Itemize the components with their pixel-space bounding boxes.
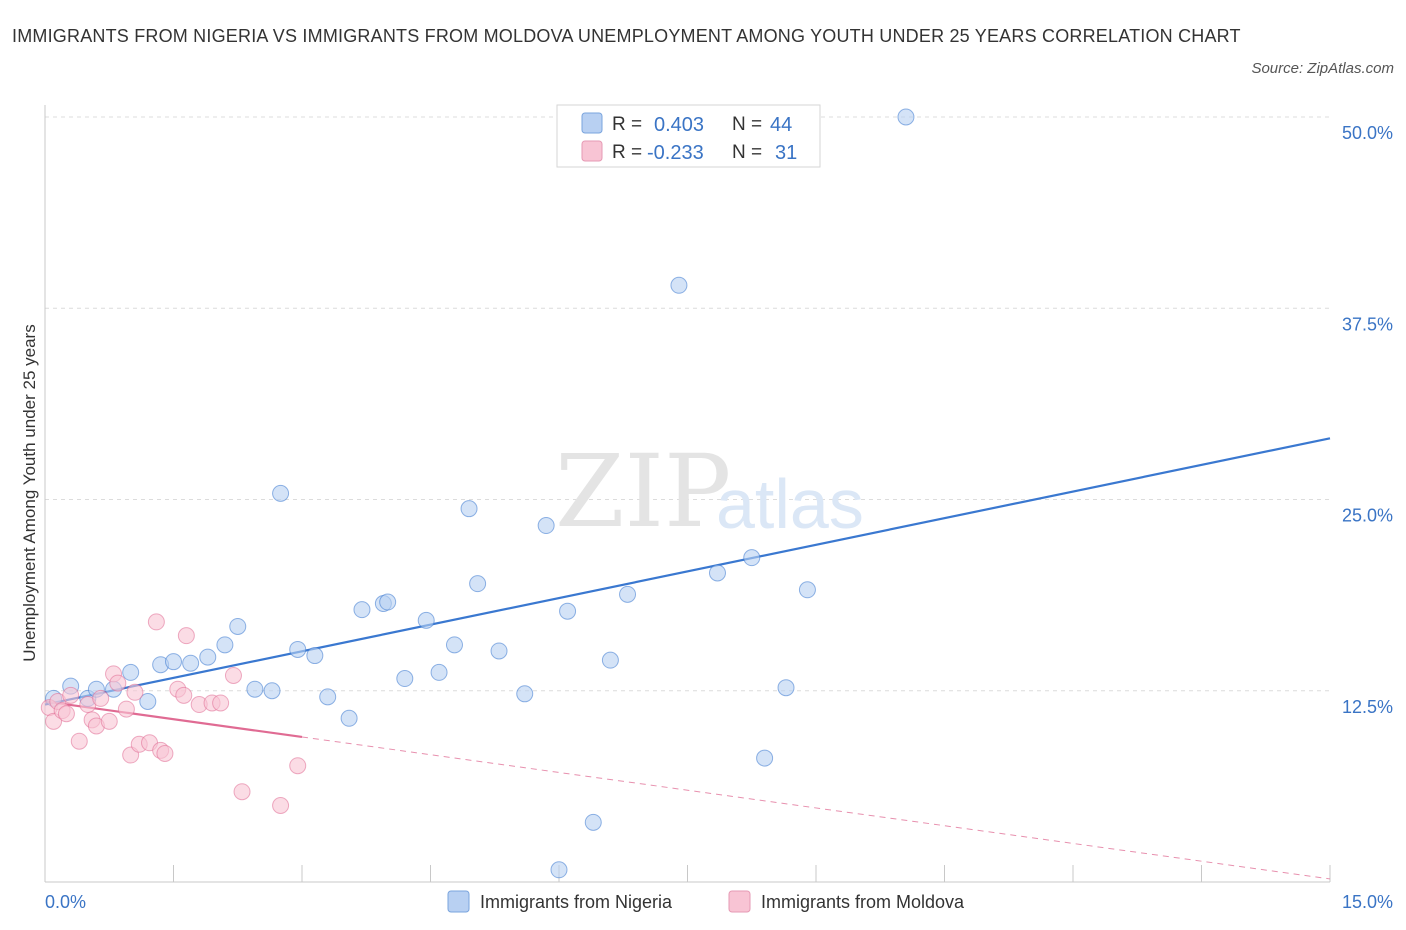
point-series1-31: [289, 757, 307, 775]
point-series0-5: [122, 663, 140, 681]
gridlines: [45, 116, 1330, 692]
point-series1-10: [92, 689, 110, 707]
point-series0-23: [396, 670, 414, 688]
point-series0-28: [469, 575, 487, 593]
point-series0-41: [798, 581, 816, 599]
chart-title: IMMIGRANTS FROM NIGERIA VS IMMIGRANTS FR…: [12, 26, 1241, 46]
series-legend-swatch-nigeria: [447, 890, 470, 913]
point-series0-9: [182, 654, 200, 672]
point-series0-36: [670, 276, 688, 294]
legend-swatch-moldova: [581, 140, 603, 162]
y-axis-tick-labels: 12.5% 25.0% 37.5% 50.0%: [1342, 123, 1393, 717]
series-legend-label-nigeria: Immigrants from Nigeria: [480, 892, 673, 912]
legend-r-value-moldova: -0.233: [647, 142, 704, 164]
trend-line-0: [44, 437, 1331, 706]
point-series0-37: [708, 564, 726, 582]
series-legend: Immigrants from Nigeria Immigrants from …: [447, 890, 965, 913]
point-series0-34: [601, 651, 619, 669]
point-series1-24: [177, 627, 195, 645]
watermark-zip: ZIP: [555, 433, 731, 550]
point-series0-6: [139, 692, 157, 710]
point-series0-16: [289, 640, 307, 658]
point-series1-28: [224, 666, 242, 684]
x-tick-label-max: 15.0%: [1342, 892, 1393, 912]
trend-line-1-dashed: [301, 736, 1331, 880]
point-series0-15: [272, 484, 290, 502]
data-points: [40, 108, 915, 879]
point-series1-16: [126, 683, 144, 701]
point-series0-25: [430, 663, 448, 681]
point-series0-8: [165, 653, 182, 671]
point-series0-24: [417, 611, 435, 629]
legend-n-value-moldova: 31: [775, 142, 797, 164]
x-axis-ticks: [44, 865, 1331, 882]
point-series1-30: [272, 797, 290, 814]
point-series1-4: [57, 705, 75, 723]
point-series1-27: [212, 694, 230, 712]
point-series1-19: [147, 613, 165, 631]
point-series0-14: [263, 682, 281, 700]
y-tick-label-2: 37.5%: [1342, 314, 1393, 334]
point-series0-13: [246, 680, 264, 698]
point-series0-43: [550, 861, 568, 879]
point-series1-5: [62, 686, 80, 704]
y-axis-title: Unemployment Among Youth under 25 years: [20, 324, 39, 661]
point-series0-38: [743, 549, 761, 567]
legend-r-label-nigeria: R =: [612, 114, 642, 135]
legend-r-label-moldova: R =: [612, 142, 642, 163]
point-series0-30: [516, 685, 534, 703]
point-series0-10: [199, 648, 217, 666]
point-series1-14: [117, 700, 135, 718]
correlation-legend: R = 0.403 N = 44 R = -0.233 N = 31: [556, 104, 821, 168]
point-series1-21: [156, 744, 174, 762]
legend-swatch-nigeria: [581, 112, 603, 134]
x-tick-label-min: 0.0%: [45, 892, 86, 912]
watermark: ZIP atlas: [555, 433, 864, 550]
point-series0-17: [306, 647, 324, 665]
point-series0-20: [353, 601, 371, 619]
point-series0-18: [319, 688, 337, 706]
point-series0-32: [559, 602, 577, 620]
point-series0-39: [756, 749, 774, 767]
y-tick-label-3: 50.0%: [1342, 123, 1393, 143]
point-series0-42: [897, 108, 915, 126]
legend-n-label-nigeria: N =: [732, 114, 762, 135]
series-legend-label-moldova: Immigrants from Moldova: [761, 892, 965, 912]
point-series0-31: [537, 517, 555, 535]
y-tick-label-0: 12.5%: [1342, 697, 1393, 717]
point-series0-26: [445, 636, 463, 654]
point-series0-27: [460, 500, 478, 518]
y-tick-label-1: 25.0%: [1342, 506, 1393, 526]
point-series1-11: [100, 712, 118, 730]
legend-n-label-moldova: N =: [732, 142, 762, 163]
point-series0-19: [340, 709, 358, 727]
point-series1-29: [233, 783, 251, 801]
point-series0-40: [777, 679, 795, 697]
point-series1-13: [109, 674, 127, 692]
point-series1-23: [175, 686, 193, 704]
point-series1-6: [70, 732, 88, 750]
legend-n-value-nigeria: 44: [770, 114, 792, 136]
point-series0-11: [216, 636, 234, 654]
watermark-atlas: atlas: [716, 465, 864, 543]
point-series0-12: [229, 617, 247, 635]
point-series0-22: [379, 593, 397, 611]
point-series0-29: [490, 642, 508, 660]
series-legend-swatch-moldova: [728, 890, 751, 913]
point-series0-35: [619, 585, 637, 603]
point-series0-33: [584, 813, 602, 831]
legend-r-value-nigeria: 0.403: [654, 114, 704, 136]
chart-source: Source: ZipAtlas.com: [1251, 60, 1394, 77]
